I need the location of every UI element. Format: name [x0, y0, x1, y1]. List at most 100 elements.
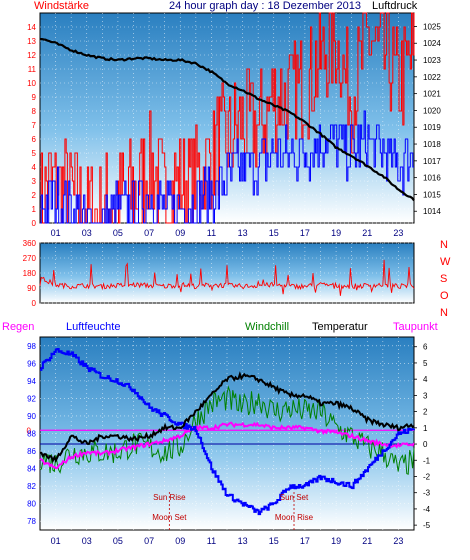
- x-tick-label: 23: [393, 228, 403, 238]
- annotation-label: Sun Set: [280, 493, 309, 502]
- x-tick-label: 11: [207, 536, 216, 546]
- temperature-series-line: [39, 371, 415, 464]
- windstaerke-label: Windstärke: [34, 0, 89, 12]
- y-tick-label: 84: [27, 465, 36, 474]
- wind-x-axis: 01 03 05 07 09 11 13 15 17 19 21 23: [51, 228, 404, 238]
- x-tick-label: 21: [362, 228, 372, 238]
- y-tick-label: 1016: [423, 174, 441, 183]
- temperature-y-axis: -5 -4 -3 -2 -1 0 1 2 3 4 5 6: [414, 343, 431, 530]
- annotation-label: Moon Rise: [275, 513, 314, 522]
- y-tick-label: -5: [423, 521, 431, 530]
- y-tick-label: 82: [27, 482, 36, 491]
- x-tick-label: 09: [175, 228, 185, 238]
- y-tick-label: 13: [27, 37, 36, 46]
- y-tick-label: 14: [27, 23, 36, 32]
- x-tick-label: 23: [393, 536, 403, 546]
- y-tick-label: 1: [32, 205, 37, 214]
- y-tick-label: 180: [23, 269, 37, 278]
- y-tick-label: 1020: [423, 106, 441, 115]
- gust-series-line: [40, 110, 414, 224]
- y-tick-label: 1025: [423, 22, 441, 31]
- x-tick-label: 01: [51, 536, 61, 546]
- y-tick-label: 2: [32, 191, 37, 200]
- y-tick-label: 360: [23, 239, 37, 248]
- annotation-label: Moon Set: [152, 513, 187, 522]
- y-tick-label: 3: [423, 391, 428, 400]
- y-tick-label: 5: [32, 149, 37, 158]
- windchill-label: Windchill: [245, 321, 289, 333]
- direction-letter: N: [440, 307, 448, 319]
- y-tick-label: 3: [32, 177, 37, 186]
- x-tick-label: 21: [362, 536, 372, 546]
- x-tick-label: 05: [113, 228, 123, 238]
- y-tick-label: 78: [27, 517, 36, 526]
- y-tick-label: 90: [27, 284, 36, 293]
- y-tick-label: 90: [27, 412, 36, 421]
- y-tick-label: 98: [27, 342, 36, 351]
- y-tick-label: 1014: [423, 207, 441, 216]
- y-tick-label: 9: [32, 93, 37, 102]
- y-tick-label: 1017: [423, 157, 441, 166]
- pressure-series-line: [40, 38, 415, 202]
- y-tick-label: 10: [27, 79, 36, 88]
- x-tick-label: 15: [269, 228, 279, 238]
- y-tick-label: 1024: [423, 39, 441, 48]
- y-tick-label: 1021: [423, 90, 441, 99]
- sun-moon-annotations: Sun Rise Moon Set Sun Set Moon Rise: [152, 492, 314, 530]
- y-tick-label: 0: [32, 219, 37, 228]
- x-tick-label: 17: [300, 228, 310, 238]
- y-tick-label: -3: [423, 489, 431, 498]
- y-tick-label: 94: [27, 377, 36, 386]
- temperatur-label: Temperatur: [312, 321, 368, 333]
- y-tick-label: 270: [23, 254, 37, 263]
- x-tick-label: 19: [331, 536, 341, 546]
- rain-level-label: 0: [27, 426, 32, 435]
- y-tick-label: 1019: [423, 123, 441, 132]
- x-tick-label: 09: [175, 536, 185, 546]
- y-tick-label: 7: [32, 121, 37, 130]
- x-tick-label: 11: [207, 228, 216, 238]
- taupunkt-label: Taupunkt: [393, 321, 438, 333]
- luftfeuchte-label: Luftfeuchte: [66, 321, 120, 333]
- wind-panel-grid: [40, 13, 414, 224]
- y-tick-label: 0: [423, 440, 428, 449]
- y-tick-label: 80: [27, 500, 36, 509]
- pressure-y-axis: 1014 1015 1016 1017 1018 1019 1020 1021 1022 1023…: [414, 22, 441, 216]
- y-tick-label: -1: [423, 456, 431, 465]
- humidity-series-line: [40, 348, 415, 516]
- y-tick-label: 88: [27, 430, 36, 439]
- x-tick-label: 05: [113, 536, 123, 546]
- dewpoint-series-line: [39, 421, 415, 470]
- direction-letter: N: [440, 239, 448, 251]
- y-tick-label: 92: [27, 394, 36, 403]
- luftdruck-label: Luftdruck: [372, 0, 418, 12]
- x-tick-label: 03: [82, 536, 92, 546]
- y-tick-label: 1015: [423, 190, 441, 199]
- direction-panel: [39, 242, 415, 304]
- x-tick-label: 07: [144, 228, 154, 238]
- y-tick-label: -2: [423, 472, 431, 481]
- chart-title: 24 hour graph day : 18 Dezember 2013: [169, 0, 361, 12]
- y-tick-label: 8: [32, 107, 37, 116]
- x-tick-label: 15: [269, 536, 279, 546]
- y-tick-label: 4: [423, 375, 428, 384]
- humidity-y-axis: 78 80 82 84 86 88 90 92 94 96 98: [27, 342, 36, 526]
- direction-letter: W: [440, 256, 451, 268]
- y-tick-label: 1022: [423, 73, 441, 82]
- y-tick-label: 1: [423, 424, 428, 433]
- y-tick-label: 1018: [423, 140, 441, 149]
- y-tick-label: 1023: [423, 56, 441, 65]
- wind-panel-marks: [40, 12, 415, 224]
- direction-series-line: [39, 259, 415, 296]
- y-tick-label: 4: [32, 163, 37, 172]
- y-tick-label: 2: [423, 408, 428, 417]
- x-tick-label: 07: [144, 536, 154, 546]
- regen-label: Regen: [2, 321, 34, 333]
- y-tick-label: 6: [32, 135, 37, 144]
- y-tick-label: 0: [32, 299, 37, 308]
- x-tick-label: 01: [51, 228, 61, 238]
